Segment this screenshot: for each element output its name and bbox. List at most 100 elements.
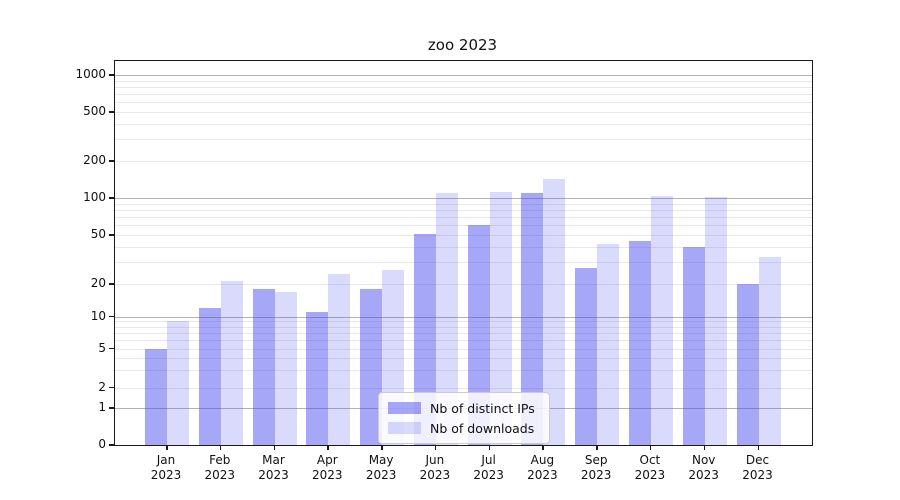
y-tick-mark <box>109 74 114 76</box>
bar-downloads <box>543 178 566 445</box>
bar-distinct-ips <box>145 348 167 445</box>
legend-label-distinct-ips: Nb of distinct IPs <box>430 400 535 416</box>
minor-gridline <box>115 102 812 104</box>
y-tick-mark <box>109 315 114 317</box>
x-tick-mark <box>273 445 275 450</box>
minor-gridline <box>115 217 812 218</box>
y-tick-label: 100 <box>83 190 106 204</box>
y-tick-mark <box>109 386 114 388</box>
legend-swatch-downloads <box>388 422 421 434</box>
bar-distinct-ips <box>252 288 275 445</box>
x-tick-mark <box>649 445 652 450</box>
x-tick-label: Jul 2023 <box>473 453 504 482</box>
y-tick-label: 10 <box>90 308 106 323</box>
y-tick-label: 1000 <box>75 67 106 81</box>
bar-distinct-ips <box>306 312 329 445</box>
minor-gridline <box>115 284 812 285</box>
minor-gridline <box>115 209 812 211</box>
bar-distinct-ips <box>575 268 598 445</box>
bar-distinct-ips <box>198 308 221 445</box>
x-tick-mark <box>757 445 759 450</box>
legend: Nb of distinct IPs Nb of downloads <box>378 392 550 444</box>
y-tick-mark <box>109 234 114 236</box>
y-tick-mark <box>109 160 114 162</box>
x-tick-label: Apr 2023 <box>312 453 343 482</box>
minor-gridline <box>115 161 812 162</box>
bar-distinct-ips <box>467 225 490 445</box>
legend-swatch-distinct-ips <box>388 402 421 414</box>
bar-downloads <box>167 321 189 445</box>
bar-downloads <box>650 195 673 445</box>
x-tick-mark <box>381 445 383 450</box>
y-tick-mark <box>109 111 114 113</box>
x-tick-mark <box>542 445 544 450</box>
minor-gridline <box>115 94 812 95</box>
minor-gridline <box>115 139 812 141</box>
legend-label-downloads: Nb of downloads <box>430 420 535 436</box>
x-tick-label: Sep 2023 <box>580 453 612 482</box>
minor-gridline <box>115 225 812 227</box>
x-tick-mark <box>327 445 329 450</box>
bar-downloads <box>758 257 781 445</box>
minor-gridline <box>115 326 812 328</box>
legend-item-distinct-ips: Nb of distinct IPs <box>388 398 540 418</box>
y-tick-mark <box>109 444 114 446</box>
x-tick-label: Jan 2023 <box>150 453 182 482</box>
major-gridline <box>115 75 812 76</box>
x-tick-label: Jun 2023 <box>419 453 451 482</box>
x-tick-label: Mar 2023 <box>258 453 289 482</box>
minor-gridline <box>115 235 812 236</box>
minor-gridline <box>115 387 812 389</box>
y-tick-label: 5 <box>98 340 106 355</box>
minor-gridline <box>115 86 812 88</box>
x-tick-mark <box>596 445 598 450</box>
x-tick-label: May 2023 <box>365 453 397 482</box>
bar-downloads <box>704 196 727 445</box>
bar-downloads <box>274 291 297 445</box>
legend-item-downloads: Nb of downloads <box>388 418 540 438</box>
bar-distinct-ips <box>521 192 544 445</box>
y-tick-mark <box>109 197 114 199</box>
x-tick-mark <box>703 445 706 450</box>
minor-gridline <box>115 348 812 350</box>
y-tick-label: 500 <box>83 104 106 118</box>
bar-downloads <box>435 192 458 445</box>
bar-distinct-ips <box>628 240 651 445</box>
bar-distinct-ips <box>360 288 383 445</box>
x-tick-label: Dec 2023 <box>742 453 773 482</box>
major-gridline <box>115 316 812 318</box>
minor-gridline <box>115 358 812 360</box>
x-tick-label: Aug 2023 <box>527 453 558 482</box>
bar-downloads <box>489 191 512 445</box>
minor-gridline <box>115 262 812 264</box>
bar-downloads <box>220 281 243 445</box>
x-tick-label: Oct 2023 <box>634 453 666 482</box>
x-tick-mark <box>166 445 168 450</box>
chart-title: zoo 2023 <box>427 36 498 54</box>
minor-gridline <box>115 123 812 125</box>
bar-downloads <box>597 244 620 445</box>
y-tick-label: 1 <box>98 400 106 415</box>
minor-gridline <box>115 203 812 205</box>
minor-gridline <box>115 112 812 113</box>
y-tick-mark <box>109 283 114 285</box>
y-tick-label: 200 <box>83 153 106 167</box>
x-tick-label: Nov 2023 <box>688 453 719 482</box>
bar-downloads <box>328 274 351 445</box>
x-tick-mark <box>219 445 222 450</box>
major-gridline <box>115 198 812 199</box>
x-tick-mark <box>434 445 437 450</box>
y-tick-mark <box>109 407 114 409</box>
minor-gridline <box>115 370 812 372</box>
minor-gridline <box>115 321 812 323</box>
y-tick-mark <box>109 347 114 350</box>
y-tick-label: 2 <box>98 379 106 394</box>
minor-gridline <box>115 80 812 82</box>
bar-distinct-ips <box>682 246 705 445</box>
plot-area <box>114 60 813 446</box>
minor-gridline <box>115 246 812 248</box>
x-tick-label: Feb 2023 <box>204 453 236 482</box>
y-tick-label: 50 <box>90 227 106 241</box>
minor-gridline <box>115 333 812 335</box>
